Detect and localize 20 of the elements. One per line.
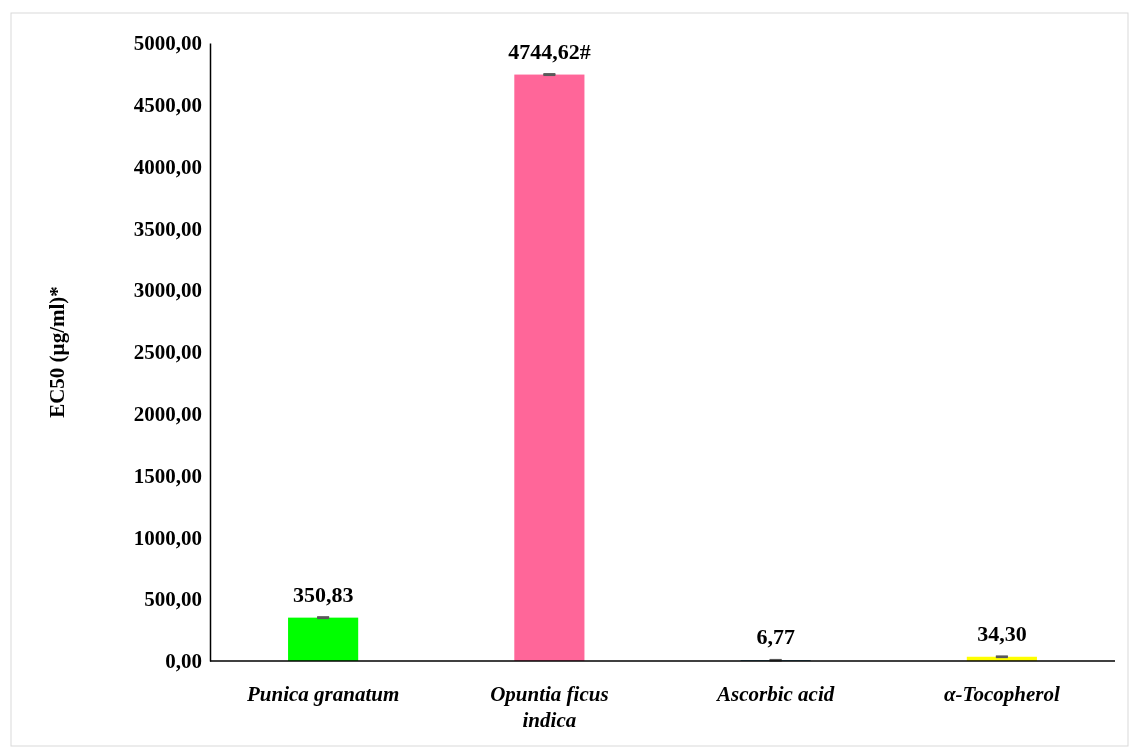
x-tick-label: Opuntia ficus indica — [490, 682, 609, 732]
x-tick-label: α-Tocopherol — [943, 682, 1060, 706]
y-tick-label: 5000,00 — [133, 31, 202, 56]
y-axis-title: EC50 (µg/ml)* — [45, 286, 69, 418]
data-label: 6,77 — [756, 624, 795, 650]
x-tick-label: Ascorbic acid — [715, 682, 835, 706]
y-tick-label: 4000,00 — [133, 154, 202, 179]
y-tick-label: 500,00 — [144, 587, 202, 612]
y-tick-label: 4500,00 — [133, 93, 202, 118]
y-tick-label: 2500,00 — [133, 340, 202, 365]
y-tick-label: 1000,00 — [133, 525, 202, 550]
data-label: 350,83 — [292, 581, 354, 607]
y-tick-label: 1500,00 — [133, 463, 202, 488]
y-tick-label: 3500,00 — [133, 216, 202, 241]
data-label: 34,30 — [977, 620, 1027, 646]
y-tick-label: 3000,00 — [133, 278, 202, 303]
y-tick-label: 0,00 — [165, 649, 202, 674]
x-tick-label: Punica granatum — [245, 682, 400, 706]
data-label: 4744,62# — [508, 38, 591, 64]
y-tick-label: 2000,00 — [133, 402, 202, 427]
